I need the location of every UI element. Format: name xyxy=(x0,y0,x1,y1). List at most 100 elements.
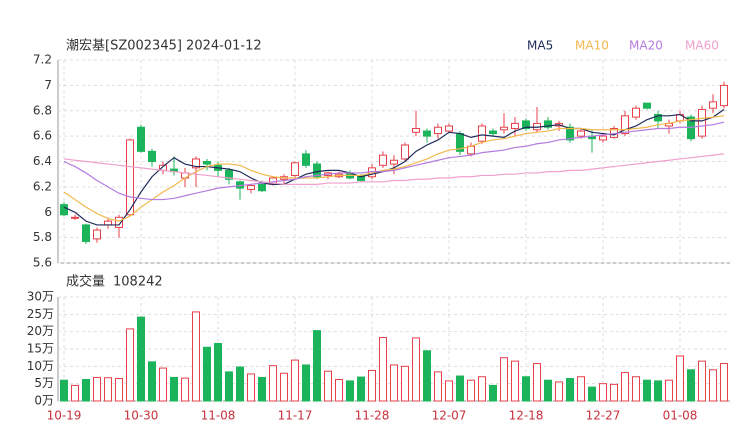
volume-bar xyxy=(434,371,442,402)
volume-bar xyxy=(478,376,486,402)
y-tick-label: 6 xyxy=(44,205,52,219)
volume-bar xyxy=(137,316,145,402)
legend-label: MA10 xyxy=(575,39,609,53)
candle-body xyxy=(544,120,552,128)
candle-body xyxy=(93,229,101,240)
volume-bar xyxy=(511,360,519,402)
candle-body xyxy=(500,126,508,131)
volume-bar xyxy=(709,369,717,402)
candle-body xyxy=(302,153,310,166)
volume-bar xyxy=(500,357,508,402)
ma-line xyxy=(63,121,725,201)
volume-bar xyxy=(423,350,431,402)
volume-bar xyxy=(170,376,178,402)
candle-body xyxy=(137,126,145,152)
volume-tick-label: 15万 xyxy=(27,342,54,356)
volume-bar xyxy=(60,379,68,402)
volume-tick-label: 5万 xyxy=(34,376,54,390)
y-tick-label: 6.8 xyxy=(33,103,52,117)
candle-body xyxy=(478,125,486,142)
volume-tick-label: 0万 xyxy=(34,394,54,408)
volume-bar xyxy=(368,369,376,402)
chart-title: 潮宏基[SZ002345] 2024-01-12 xyxy=(66,39,262,54)
x-tick-label: 12-27 xyxy=(586,409,621,423)
x-tick-label: 11-17 xyxy=(278,409,313,423)
volume-bar xyxy=(258,376,266,402)
volume-tick-label: 25万 xyxy=(27,307,54,321)
candle-body xyxy=(434,126,442,135)
volume-bar xyxy=(225,371,233,402)
volume-bar xyxy=(93,376,101,402)
volume-bar xyxy=(390,364,398,402)
candle-body xyxy=(390,159,398,165)
x-tick-label: 11-28 xyxy=(355,409,390,423)
candle-body xyxy=(423,130,431,137)
volume-tick-label: 10万 xyxy=(27,359,54,373)
candle-body xyxy=(522,120,530,130)
volume-bar xyxy=(115,377,123,402)
candle-body xyxy=(82,224,90,242)
volume-bar xyxy=(280,372,288,402)
x-tick-label: 12-18 xyxy=(509,409,544,423)
y-tick-label: 6.2 xyxy=(33,179,52,193)
volume-bar xyxy=(346,380,354,402)
volume-bar xyxy=(269,365,277,402)
candle-body xyxy=(511,122,519,130)
candle-body xyxy=(698,108,706,137)
x-tick-label: 10-19 xyxy=(47,409,82,423)
volume-bar xyxy=(82,379,90,402)
volume-bar xyxy=(203,346,211,402)
ma-line xyxy=(63,115,725,222)
volume-bar xyxy=(214,342,222,402)
candle-body xyxy=(412,128,420,133)
y-tick-label: 7 xyxy=(44,78,52,92)
candle-body xyxy=(720,84,728,107)
volume-bar xyxy=(236,366,244,402)
y-tick-label: 6.4 xyxy=(33,154,52,168)
candle-body xyxy=(60,204,68,216)
candle-body xyxy=(203,161,211,165)
volume-bar xyxy=(181,377,189,402)
volume-bar xyxy=(621,372,629,402)
volume-bar xyxy=(247,373,255,402)
volume-bar xyxy=(313,330,321,402)
candle-body xyxy=(247,185,255,190)
volume-bar xyxy=(335,379,343,402)
volume-bar xyxy=(610,383,618,402)
y-tick-label: 6.6 xyxy=(33,129,52,143)
volume-bar xyxy=(643,379,651,402)
volume-bar xyxy=(544,379,552,402)
candle-body xyxy=(148,150,156,163)
volume-bar xyxy=(632,376,640,402)
volume-bar xyxy=(159,367,167,402)
y-tick-label: 5.6 xyxy=(33,256,52,270)
volume-bar xyxy=(401,365,409,402)
candle-body xyxy=(379,154,387,166)
x-tick-label: 12-07 xyxy=(432,409,467,423)
volume-bar xyxy=(456,375,464,402)
volume-bar xyxy=(698,360,706,402)
candle-body xyxy=(313,163,321,178)
volume-bar xyxy=(665,379,673,402)
y-tick-label: 5.8 xyxy=(33,230,52,244)
candle-body xyxy=(643,102,651,109)
volume-bar xyxy=(192,311,200,402)
ma-line xyxy=(63,108,725,226)
volume-bar xyxy=(148,361,156,402)
legend-label: MA60 xyxy=(685,39,719,53)
volume-tick-label: 30万 xyxy=(27,290,54,304)
volume-bar xyxy=(71,384,79,402)
volume-bar xyxy=(104,377,112,402)
volume-bar xyxy=(522,376,530,402)
candle-body xyxy=(709,101,717,109)
volume-bar xyxy=(324,370,332,402)
volume-bar xyxy=(687,369,695,402)
legend-label: MA20 xyxy=(629,39,663,53)
x-tick-label: 10-30 xyxy=(124,409,159,423)
candle-body xyxy=(115,216,123,228)
candle-body xyxy=(192,158,200,169)
volume-bar xyxy=(533,363,541,402)
volume-bar xyxy=(577,376,585,402)
volume-bar xyxy=(357,376,365,402)
